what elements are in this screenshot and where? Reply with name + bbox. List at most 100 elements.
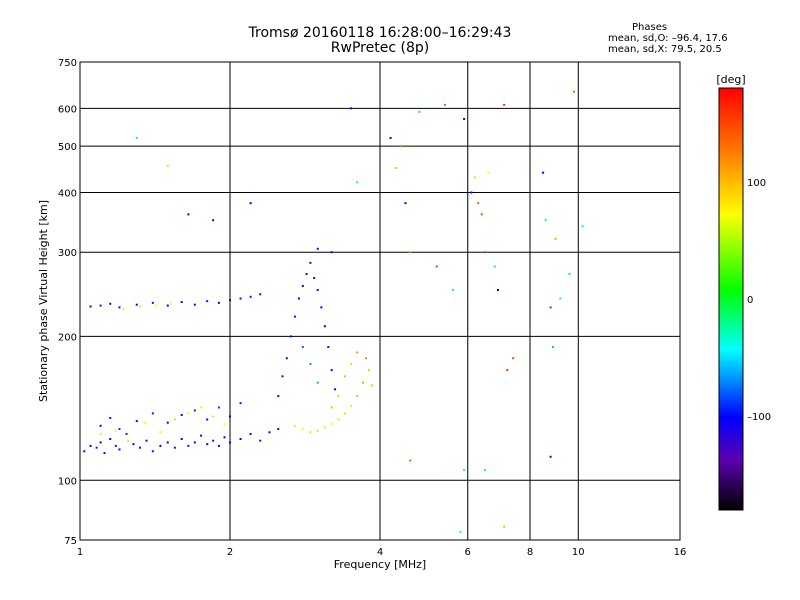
data-point xyxy=(549,455,552,458)
data-point xyxy=(350,405,353,408)
colorbar-tick-label: –100 xyxy=(747,412,771,423)
x-tick-label: 6 xyxy=(465,547,471,558)
x-tick-label: 10 xyxy=(572,547,585,558)
data-point xyxy=(289,335,292,338)
y-tick-label: 500 xyxy=(58,142,77,153)
data-point xyxy=(180,437,183,440)
data-point xyxy=(496,289,499,292)
data-point xyxy=(229,415,231,418)
data-point xyxy=(544,219,547,222)
data-point xyxy=(389,137,392,140)
data-point xyxy=(173,418,176,421)
data-point xyxy=(356,351,359,354)
data-point xyxy=(139,446,142,449)
data-point xyxy=(217,444,220,447)
colorbar xyxy=(718,87,744,511)
data-point xyxy=(166,304,169,307)
data-point xyxy=(151,301,154,304)
data-point xyxy=(135,420,138,423)
plot-frame xyxy=(79,61,681,541)
data-point xyxy=(239,402,242,405)
data-point xyxy=(239,437,242,440)
data-point xyxy=(409,251,412,254)
data-point xyxy=(463,469,466,472)
data-point xyxy=(166,164,169,167)
data-point xyxy=(443,103,446,106)
data-point xyxy=(337,395,340,398)
data-point xyxy=(316,247,319,250)
stats-title: Phases xyxy=(632,22,668,33)
data-point xyxy=(285,357,288,360)
data-point xyxy=(125,432,128,435)
data-point xyxy=(316,381,319,384)
data-point xyxy=(477,202,480,205)
stats-x-line: mean, sd,X: 79.5, 20.5 xyxy=(608,44,722,55)
data-point xyxy=(343,375,346,378)
data-point xyxy=(89,444,92,447)
data-point xyxy=(99,304,102,307)
stats-o-line: mean, sd,O: –96.4, 17.6 xyxy=(608,33,728,44)
data-point xyxy=(180,301,183,304)
data-point xyxy=(323,426,326,429)
data-point xyxy=(399,145,402,148)
data-point xyxy=(370,384,373,387)
colorbar-label: [deg] xyxy=(716,73,745,86)
data-point xyxy=(193,303,196,306)
data-point xyxy=(343,412,346,415)
data-point xyxy=(145,439,148,442)
data-point xyxy=(166,421,169,424)
data-point xyxy=(281,375,284,378)
data-point xyxy=(330,406,333,409)
data-point xyxy=(193,409,196,412)
y-tick-label: 750 xyxy=(58,58,77,69)
data-point xyxy=(330,369,333,372)
data-point xyxy=(212,439,215,442)
data-point xyxy=(200,434,203,437)
data-point xyxy=(83,450,86,453)
data-point xyxy=(350,363,353,366)
data-point xyxy=(118,428,121,431)
data-point xyxy=(512,357,515,360)
data-point xyxy=(320,306,323,309)
data-point xyxy=(330,251,333,254)
data-point xyxy=(470,191,473,194)
y-tick-label: 600 xyxy=(58,104,77,115)
data-point xyxy=(323,325,326,328)
x-tick-label: 1 xyxy=(77,547,83,558)
data-point xyxy=(159,444,162,447)
data-point xyxy=(259,439,262,442)
data-point xyxy=(549,306,552,309)
data-point xyxy=(249,432,252,435)
x-tick-labels: 1 2 4 6 8 10 16 xyxy=(77,547,687,558)
data-point xyxy=(114,444,117,447)
colorbar-tick-labels: 100 0 –100 xyxy=(747,178,771,423)
data-point xyxy=(330,423,333,426)
data-point xyxy=(367,369,370,372)
data-point xyxy=(316,289,319,292)
data-point xyxy=(127,439,130,442)
data-point xyxy=(404,202,407,205)
data-point xyxy=(309,261,312,264)
data-point xyxy=(173,446,176,449)
data-point xyxy=(223,436,226,439)
data-point xyxy=(480,213,483,216)
data-point xyxy=(451,289,454,292)
data-point xyxy=(581,225,584,228)
data-point xyxy=(99,424,102,427)
data-point xyxy=(118,306,121,309)
data-point xyxy=(337,418,340,421)
data-point xyxy=(305,273,308,276)
data-point xyxy=(109,416,112,419)
data-point xyxy=(297,297,300,300)
data-point xyxy=(99,441,102,444)
data-point xyxy=(187,444,190,447)
y-tick-label: 200 xyxy=(58,332,77,343)
data-point xyxy=(159,431,162,434)
data-point xyxy=(99,432,102,435)
data-point xyxy=(356,395,359,398)
data-point xyxy=(293,424,296,427)
chart-subtitle: RwPretec (8p) xyxy=(330,40,430,56)
data-point xyxy=(394,167,397,170)
data-point xyxy=(409,459,412,462)
